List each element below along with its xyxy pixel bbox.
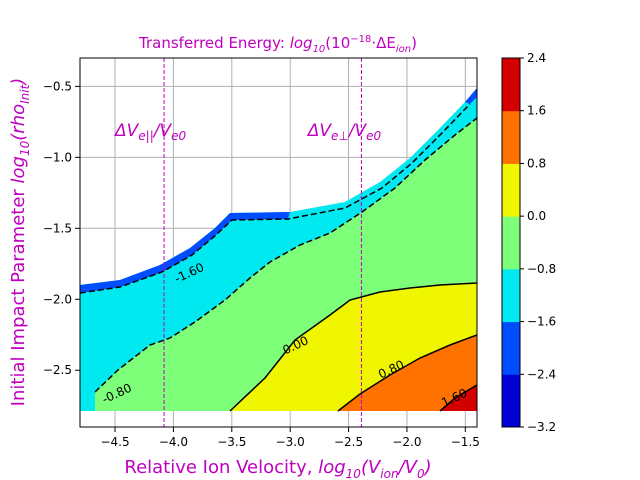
- colorbar-tick-label: 0.8: [527, 156, 546, 170]
- y-tick-label: −0.5: [43, 79, 72, 93]
- contour-line-0: [229, 282, 477, 412]
- contour-fills: [80, 88, 477, 411]
- colorbar-tick-label: 0.0: [527, 209, 546, 223]
- colorbar-tick-label: −3.2: [527, 420, 556, 434]
- title-prefix: Transferred Energy:: [138, 34, 290, 52]
- y-axis: −2.5 −2.0 −1.5 −1.0 −0.5: [43, 79, 80, 377]
- title-open: (10: [325, 34, 350, 52]
- y-axis-label: Initial Impact Parameter log10(rhoInit): [8, 78, 32, 407]
- x-tick-label: −4.5: [100, 435, 129, 449]
- colorbar-segment-1: [502, 321, 520, 375]
- region-orange: [338, 335, 477, 411]
- plot-area: ΔVe||/Ve0 ΔVe⊥/Ve0 -1.600.000.801.60-0.80: [80, 58, 477, 427]
- ylabel-func: log: [8, 156, 29, 183]
- colorbar-tick-label: 1.6: [527, 104, 546, 118]
- colorbar-segment-2: [502, 268, 520, 323]
- colorbar-tick-label: 2.4: [527, 51, 546, 65]
- contour-line-minus-0.8: [94, 117, 477, 393]
- x-tick-label: −3.5: [217, 435, 246, 449]
- colorbar-segment-6: [502, 58, 520, 112]
- colorbar: −3.2 −2.4 −1.6 −0.8 0.0 0.8 1.6 2.4: [501, 51, 556, 434]
- xlabel-open: (V: [361, 457, 382, 478]
- y-tick-label: −1.0: [43, 150, 72, 164]
- xlabel-func: log: [318, 457, 345, 478]
- contour-line-0.8: [337, 334, 477, 412]
- vline-label-0: ΔVe||/Ve0: [113, 121, 186, 143]
- colorbar-segment-3: [502, 216, 520, 270]
- x-tick-label: −3.0: [276, 435, 305, 449]
- region-blue-corner: [465, 88, 477, 104]
- contour-lines: [80, 103, 477, 412]
- xlabel-sub1: ion: [380, 467, 398, 480]
- ylabel-open: (rho: [8, 104, 29, 141]
- title-mid: ·ΔE: [371, 34, 396, 52]
- colorbar-segment-5: [502, 110, 520, 164]
- title-exp: −18: [350, 34, 371, 45]
- colorbar-tick-label: −2.4: [527, 367, 556, 381]
- xlabel-prefix: Relative Ion Velocity,: [124, 457, 318, 478]
- x-tick-label: −4.0: [159, 435, 188, 449]
- title-func: log: [290, 34, 313, 52]
- colorbar-tick-label: −0.8: [527, 262, 556, 276]
- xlabel-mid: /V: [397, 457, 419, 478]
- colorbar-segment-0: [502, 374, 520, 428]
- vline-label-1: ΔVe⊥/Ve0: [306, 121, 382, 143]
- title-close: ): [411, 34, 417, 52]
- y-tick-label: −1.5: [43, 221, 72, 235]
- colorbar-frame: [501, 57, 521, 428]
- title-func-sub: 10: [313, 44, 326, 55]
- ylabel-func-sub: 10: [18, 140, 32, 156]
- x-axis-label: Relative Ion Velocity, log10(Vion/V0): [124, 457, 431, 480]
- xlabel-close: ): [423, 457, 432, 478]
- y-tick-label: −2.0: [43, 292, 72, 306]
- colorbar-tick-label: −1.6: [527, 315, 556, 329]
- x-tick-label: −2.0: [392, 435, 421, 449]
- xlabel-sub2: 0: [417, 467, 425, 480]
- x-tick-label: −2.5: [334, 435, 363, 449]
- region-blue-ridge: [80, 212, 290, 293]
- x-tick-label: −1.5: [451, 435, 480, 449]
- region-red: [440, 385, 477, 411]
- title-sub: ion: [396, 44, 411, 55]
- plot-frame: [79, 57, 478, 428]
- contour-line-minus-1.6: [80, 103, 471, 294]
- reference-lines: ΔVe||/Ve0 ΔVe⊥/Ve0: [113, 58, 382, 427]
- ylabel-prefix: Initial Impact Parameter: [8, 183, 29, 406]
- contour-line-1.6: [439, 384, 477, 412]
- y-tick-label: −2.5: [43, 363, 72, 377]
- chart-title: Transferred Energy: log10(10−18·ΔEion): [138, 34, 417, 55]
- xlabel-func-sub: 10: [346, 467, 362, 480]
- x-axis: −4.5 −4.0 −3.5 −3.0 −2.5 −2.0 −1.5: [100, 427, 480, 449]
- ylabel-sub: Init: [18, 83, 32, 103]
- colorbar-segment-4: [502, 163, 520, 217]
- ylabel-close: ): [8, 78, 29, 87]
